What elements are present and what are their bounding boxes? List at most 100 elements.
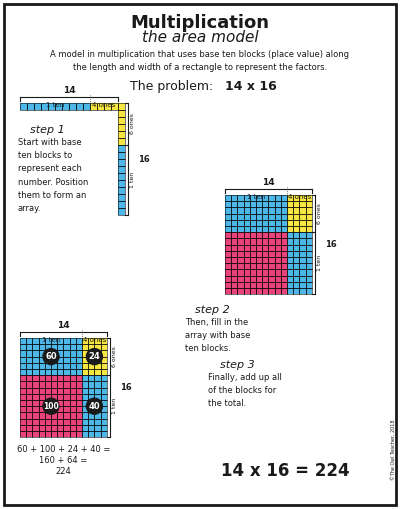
Bar: [94, 418, 101, 425]
Bar: [32, 431, 38, 437]
Bar: [76, 103, 83, 110]
Text: 160 + 64 =: 160 + 64 =: [39, 456, 88, 465]
Bar: [51, 431, 57, 437]
Text: 14 x 16 = 224: 14 x 16 = 224: [221, 462, 349, 480]
Bar: [306, 238, 312, 245]
Bar: [82, 350, 88, 357]
Bar: [250, 232, 256, 238]
Bar: [51, 418, 57, 425]
Text: Finally, add up all
of the blocks for
the total.: Finally, add up all of the blocks for th…: [208, 373, 282, 408]
Bar: [94, 344, 101, 350]
Bar: [82, 338, 88, 344]
Text: 1 ten: 1 ten: [42, 337, 60, 343]
Text: 100: 100: [43, 402, 59, 411]
Bar: [88, 431, 94, 437]
Bar: [256, 207, 262, 214]
Bar: [32, 394, 38, 400]
Bar: [262, 226, 268, 232]
Bar: [57, 394, 64, 400]
Bar: [231, 257, 237, 263]
Bar: [250, 201, 256, 207]
Bar: [82, 425, 88, 431]
Bar: [88, 418, 94, 425]
Bar: [101, 357, 107, 363]
Bar: [45, 369, 51, 375]
Bar: [57, 381, 64, 387]
Bar: [20, 387, 26, 394]
Bar: [38, 350, 45, 357]
Bar: [88, 375, 94, 381]
Bar: [299, 263, 306, 269]
Bar: [225, 214, 231, 220]
Bar: [82, 431, 88, 437]
Bar: [225, 275, 231, 282]
Bar: [57, 431, 64, 437]
Bar: [69, 103, 76, 110]
Bar: [299, 275, 306, 282]
Bar: [51, 394, 57, 400]
Bar: [51, 381, 57, 387]
Bar: [256, 238, 262, 245]
Bar: [225, 245, 231, 251]
Bar: [268, 275, 274, 282]
Bar: [225, 201, 231, 207]
Bar: [82, 363, 88, 369]
Bar: [38, 375, 45, 381]
Bar: [238, 195, 244, 201]
Bar: [281, 232, 287, 238]
Bar: [76, 431, 82, 437]
Bar: [275, 195, 281, 201]
Bar: [26, 394, 32, 400]
Bar: [32, 406, 38, 412]
Bar: [244, 201, 250, 207]
Bar: [38, 431, 45, 437]
Bar: [306, 251, 312, 257]
Text: 4 ones: 4 ones: [83, 337, 106, 343]
Bar: [118, 173, 125, 180]
Bar: [262, 214, 268, 220]
Bar: [118, 131, 125, 138]
Bar: [306, 257, 312, 263]
Bar: [287, 282, 293, 288]
Bar: [26, 369, 32, 375]
Bar: [118, 159, 125, 166]
Bar: [51, 338, 57, 344]
Bar: [306, 220, 312, 226]
Bar: [94, 387, 101, 394]
Bar: [262, 275, 268, 282]
Bar: [88, 350, 94, 357]
Text: 14: 14: [262, 178, 275, 187]
Bar: [32, 425, 38, 431]
Bar: [94, 338, 101, 344]
Bar: [88, 412, 94, 418]
Bar: [70, 369, 76, 375]
Bar: [225, 251, 231, 257]
Bar: [268, 201, 274, 207]
Bar: [38, 338, 45, 344]
Bar: [238, 275, 244, 282]
Bar: [82, 381, 88, 387]
Bar: [70, 394, 76, 400]
Bar: [287, 232, 293, 238]
Bar: [20, 418, 26, 425]
Bar: [76, 418, 82, 425]
Text: A model in multiplication that uses base ten blocks (place value) along
the leng: A model in multiplication that uses base…: [50, 50, 350, 71]
Bar: [293, 220, 299, 226]
Text: 60: 60: [45, 352, 57, 361]
Bar: [231, 245, 237, 251]
Bar: [287, 226, 293, 232]
Bar: [51, 425, 57, 431]
Bar: [118, 145, 125, 215]
Bar: [51, 350, 57, 357]
Bar: [306, 245, 312, 251]
Bar: [293, 288, 299, 294]
Bar: [225, 263, 231, 269]
Bar: [306, 207, 312, 214]
Bar: [299, 238, 306, 245]
Bar: [231, 275, 237, 282]
Bar: [287, 238, 293, 245]
Bar: [26, 387, 32, 394]
Bar: [82, 400, 88, 406]
Bar: [45, 394, 51, 400]
Bar: [76, 381, 82, 387]
